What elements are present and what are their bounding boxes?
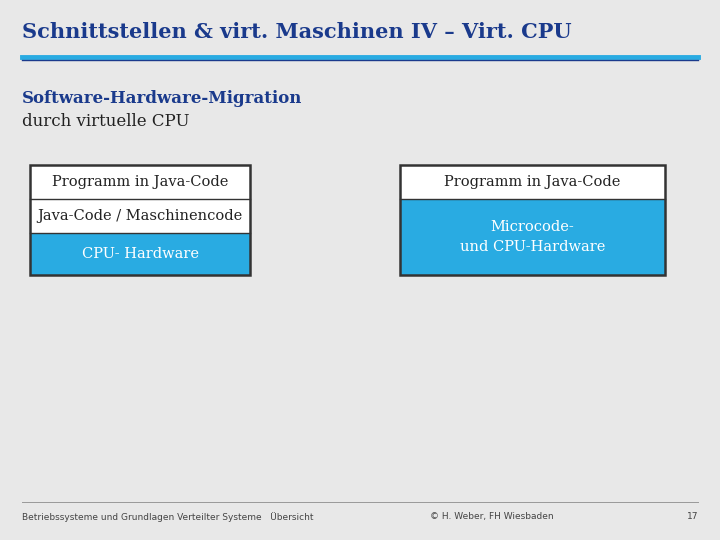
Bar [400,165,665,199]
Bar [400,199,665,275]
Bar [30,199,250,233]
Text: durch virtuelle CPU: durch virtuelle CPU [22,113,189,130]
Bar [30,165,250,199]
Text: 17: 17 [686,512,698,521]
Bar [30,233,250,275]
Text: und CPU-Hardware: und CPU-Hardware [460,240,606,254]
Text: © H. Weber, FH Wiesbaden: © H. Weber, FH Wiesbaden [430,512,554,521]
Bar [400,165,665,275]
Text: CPU- Hardware: CPU- Hardware [81,247,199,261]
Text: Betriebssysteme und Grundlagen Verteilter Systeme   Übersicht: Betriebssysteme und Grundlagen Verteilte… [22,512,313,522]
Text: Software-Hardware-Migration: Software-Hardware-Migration [22,90,302,107]
Bar [30,165,250,275]
Text: Programm in Java-Code: Programm in Java-Code [444,175,621,189]
Text: Programm in Java-Code: Programm in Java-Code [52,175,228,189]
Text: Schnittstellen & virt. Maschinen IV – Virt. CPU: Schnittstellen & virt. Maschinen IV – Vi… [22,22,572,42]
Text: Java-Code / Maschinencode: Java-Code / Maschinencode [37,209,243,223]
Text: Microcode-: Microcode- [490,220,575,234]
